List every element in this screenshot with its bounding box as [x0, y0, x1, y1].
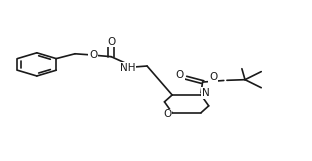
Text: O: O	[89, 50, 97, 60]
Text: NH: NH	[120, 63, 135, 73]
Text: O: O	[163, 109, 171, 119]
Text: O: O	[176, 70, 184, 80]
Text: O: O	[209, 72, 217, 82]
Text: N: N	[202, 88, 210, 98]
Text: O: O	[107, 37, 115, 47]
